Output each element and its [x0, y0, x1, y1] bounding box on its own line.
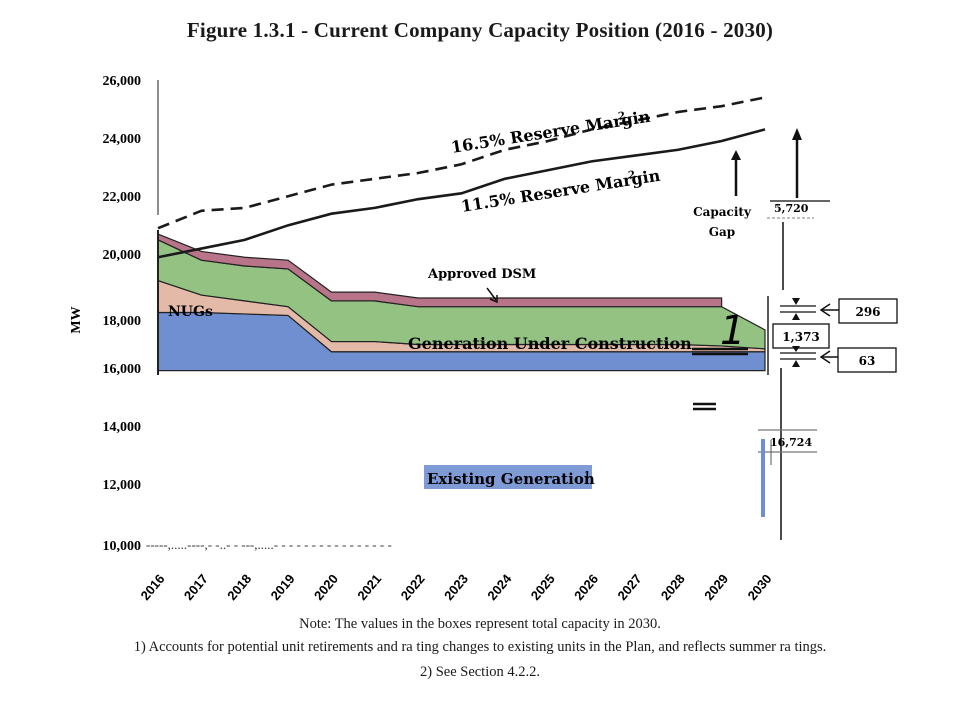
- dsm-box-value: 296: [855, 305, 880, 319]
- x-ticks: 2016 2017 2018 2019 2020 2021 2022 2023 2024 2025…: [138, 571, 775, 603]
- y-axis-label: MW: [69, 306, 84, 333]
- y-ticks: 26,000 24,000 22,000 20,000 18,000 16,000 14,0…: [103, 74, 142, 554]
- nug-bracket: [780, 346, 840, 367]
- y-tick-label: 22,000: [103, 190, 142, 205]
- x-tick-label: 2023: [441, 571, 471, 603]
- footnote-1: 1) Accounts for potential unit retiremen…: [133, 639, 827, 655]
- existing-label: Existing Generation: [427, 470, 595, 488]
- existing-sliver: [761, 439, 765, 517]
- y-tick-label: 20,000: [103, 248, 142, 263]
- capacity-gap-label-1: Capacity: [693, 205, 752, 219]
- y-tick-label: 24,000: [103, 132, 142, 147]
- gap-value: 5,720: [774, 202, 809, 215]
- x-tick-label: 2018: [224, 571, 254, 603]
- baseline-dashes: -----,.....----,- -..- - ---,.....- - - …: [146, 537, 392, 552]
- nug-box: [837, 347, 897, 373]
- dsm-bracket: [780, 298, 840, 320]
- dsm-label: Approved DSM: [427, 267, 536, 282]
- x-tick-label: 2027: [614, 571, 644, 603]
- approved-dsm-area: [157, 233, 723, 308]
- y-tick-label: 12,000: [103, 478, 142, 493]
- x-tick-label: 2021: [354, 571, 384, 603]
- capacity-gap-label-2: Gap: [709, 225, 735, 239]
- existing-label-bg: [424, 465, 592, 489]
- x-tick-label: 2017: [181, 571, 211, 603]
- y-tick-label: 16,000: [103, 362, 142, 377]
- construction-label: Generation Under Construction: [408, 334, 692, 353]
- x-tick-label: 2028: [658, 571, 688, 603]
- reserve-165-sup: 2: [618, 110, 627, 122]
- x-tick-label: 2024: [484, 571, 515, 603]
- y-tick-label: 14,000: [103, 420, 142, 435]
- existing-box-value: 16,724: [770, 436, 812, 449]
- x-tick-label: 2020: [311, 571, 341, 603]
- x-tick-label: 2019: [268, 571, 298, 603]
- y-tick-label: 18,000: [103, 314, 142, 329]
- construction-box: [772, 323, 830, 349]
- x-tick-label: 2029: [701, 571, 731, 603]
- 16-5-reserve-margin-line: [157, 96, 766, 230]
- existing-label-sup: 1: [584, 471, 590, 481]
- construction-box-value: 1,373: [782, 330, 820, 344]
- footnote-2: 2) See Section 4.2.2.: [419, 664, 540, 680]
- dsm-box: [838, 298, 898, 324]
- nug-box-value: 63: [859, 354, 876, 368]
- x-tick-label: 2016: [138, 571, 168, 603]
- y-tick-label: 10,000: [103, 539, 142, 554]
- 11-5-reserve-margin-line: [157, 128, 766, 259]
- capacity-gap-arrowhead: [731, 150, 741, 160]
- x-tick-label: 2022: [398, 571, 428, 603]
- dsm-pointer-head: [489, 295, 498, 304]
- axes: [157, 80, 769, 375]
- reserve-lines: [157, 96, 766, 259]
- chart-note: Note: The values in the boxes represent …: [299, 616, 661, 632]
- nugs-label: NUGs: [168, 304, 213, 320]
- x-tick-label: 2030: [745, 571, 775, 603]
- gap-vertical-arrowhead: [792, 128, 802, 140]
- stacked-areas: [157, 233, 766, 372]
- marker-one: 1: [720, 308, 745, 354]
- y-tick-label: 26,000: [103, 74, 142, 89]
- x-tick-label: 2026: [571, 571, 601, 603]
- dsm-pointer: [486, 287, 497, 301]
- reserve-115-sup: 2: [628, 169, 637, 181]
- chart-title: Figure 1.3.1 - Current Company Capacity …: [186, 18, 774, 42]
- x-tick-label: 2025: [528, 571, 558, 603]
